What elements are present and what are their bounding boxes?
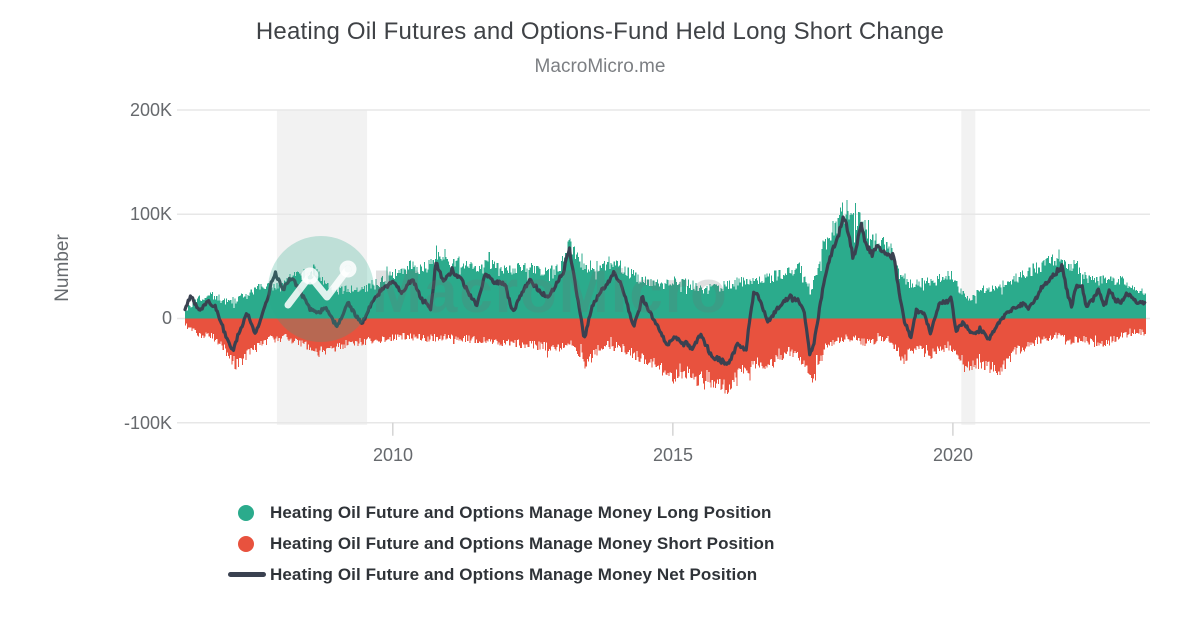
net-line-series — [183, 215, 1147, 366]
short-area-series — [185, 318, 1146, 395]
legend-swatch-long — [228, 504, 270, 521]
legend-item-short: Heating Oil Future and Options Manage Mo… — [228, 528, 775, 559]
legend-item-long: Heating Oil Future and Options Manage Mo… — [228, 497, 775, 528]
legend-item-net: Heating Oil Future and Options Manage Mo… — [228, 559, 775, 590]
y-tick-label: 200K — [129, 100, 172, 120]
y-tick-label: -100K — [123, 413, 172, 433]
recession-band — [961, 110, 976, 425]
x-tick-label: 2020 — [932, 445, 974, 465]
chart-title: Heating Oil Futures and Options-Fund Hel… — [255, 18, 945, 45]
y-tick-label: 100K — [129, 204, 172, 224]
legend-label: Heating Oil Future and Options Manage Mo… — [270, 502, 772, 522]
legend-swatch-short — [228, 535, 270, 552]
x-tick-label: 2015 — [652, 445, 694, 465]
x-tick-label: 2010 — [372, 445, 414, 465]
y-tick-label: 0 — [161, 308, 172, 328]
legend: Heating Oil Future and Options Manage Mo… — [228, 497, 775, 590]
chart-subtitle: MacroMicro.me — [534, 56, 666, 77]
legend-label: Heating Oil Future and Options Manage Mo… — [270, 564, 758, 584]
legend-label: Heating Oil Future and Options Manage Mo… — [270, 533, 775, 553]
recession-band — [276, 110, 368, 425]
long-area-series — [185, 199, 1146, 319]
legend-swatch-net — [228, 572, 270, 577]
